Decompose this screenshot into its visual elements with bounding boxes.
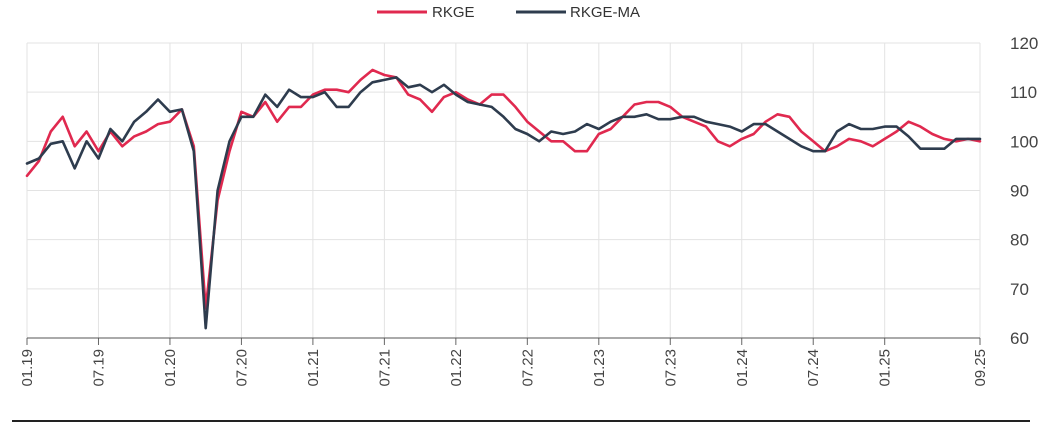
x-tick-label: 01.23 xyxy=(591,349,608,387)
y-axis-ticks: 60 70 80 90 100 110 120 xyxy=(1010,34,1038,348)
x-tick-label: 07.19 xyxy=(90,349,107,387)
series-lines xyxy=(25,68,982,330)
y-tick-label: 120 xyxy=(1010,34,1038,53)
x-tick-label: 07.21 xyxy=(376,349,393,387)
y-tick-label: 60 xyxy=(1010,329,1029,348)
legend-label: RKGE-MA xyxy=(570,4,640,21)
y-tick-label: 70 xyxy=(1010,280,1029,299)
x-tick-label: 01.19 xyxy=(19,349,36,387)
x-tick-label: 09.25 xyxy=(972,349,989,387)
x-tick-label: 07.22 xyxy=(519,349,536,387)
grid xyxy=(26,42,981,338)
y-tick-label: 100 xyxy=(1010,132,1038,151)
series-line-rkge-ma xyxy=(25,76,982,330)
x-tick-label: 01.25 xyxy=(877,349,894,387)
x-tick-label: 07.20 xyxy=(233,349,250,387)
y-tick-label: 90 xyxy=(1010,182,1029,201)
y-tick-label: 110 xyxy=(1010,83,1037,102)
legend-label: RKGE xyxy=(432,4,475,21)
x-tick-label: 01.21 xyxy=(305,349,322,387)
x-tick-label: 07.23 xyxy=(662,349,679,387)
x-axis-ticks: 01.19 07.19 01.20 07.20 01.21 07.21 01.22 07.22… xyxy=(19,349,989,387)
x-tick-label: 01.20 xyxy=(162,349,179,387)
x-tick-label: 01.24 xyxy=(734,349,751,387)
y-tick-label: 80 xyxy=(1010,231,1029,250)
x-tick-label: 01.22 xyxy=(448,349,465,387)
axes xyxy=(26,337,981,345)
legend: RKGE RKGE-MA xyxy=(377,4,640,21)
x-tick-label: 07.24 xyxy=(805,349,822,387)
